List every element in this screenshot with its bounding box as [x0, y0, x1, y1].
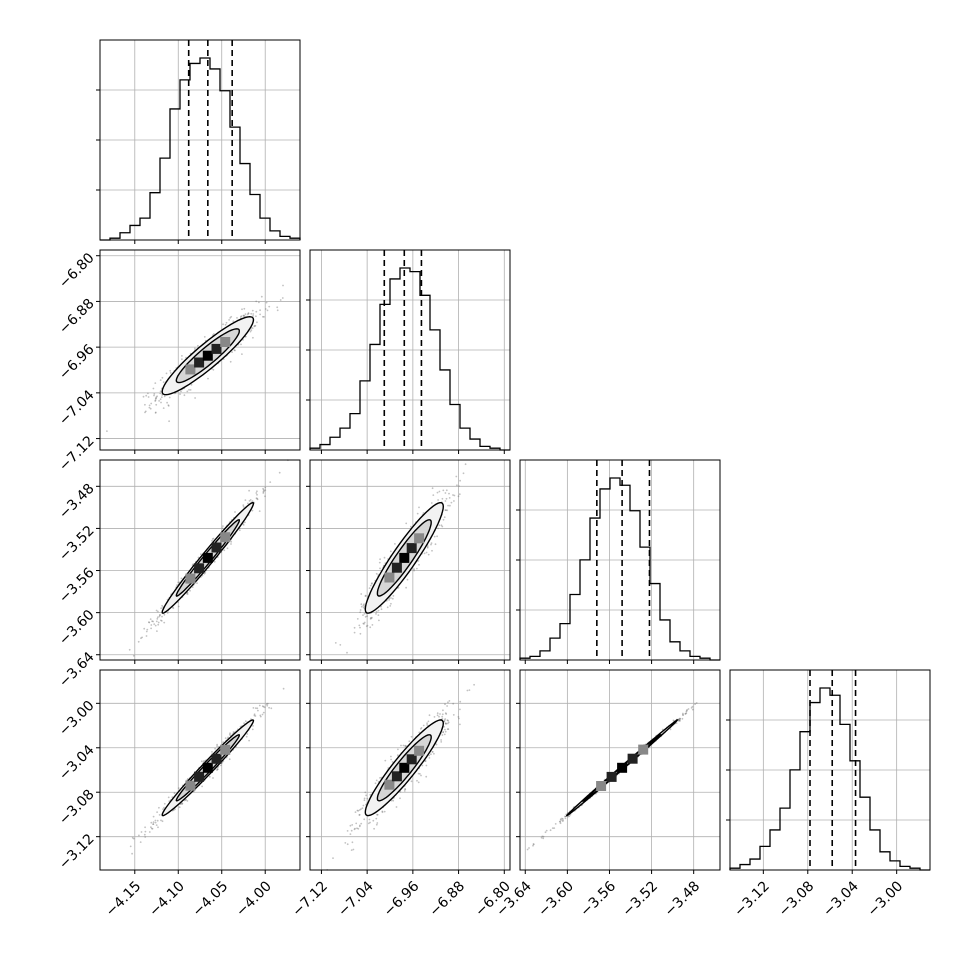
density-core — [185, 337, 231, 375]
x-tick-label: −3.08 — [776, 878, 818, 920]
x-tick-label: −3.60 — [535, 878, 577, 920]
panel-3-3: −3.12 −3.08 −3.04 −3.00 — [726, 669, 931, 920]
axes-frame — [99, 249, 301, 451]
x-tick-label: −3.48 — [662, 878, 704, 920]
density-core — [384, 533, 425, 583]
panel-2-0: −3.64−3.60−3.56−3.52−3.48 — [56, 459, 301, 691]
density-core — [596, 744, 649, 791]
panel-1-1 — [306, 249, 511, 454]
panel-2-2 — [516, 459, 721, 664]
y-tick-label: −3.52 — [56, 523, 98, 565]
histogram-3 — [729, 687, 930, 871]
axes-frame — [309, 459, 511, 661]
x-tick-label: −4.00 — [233, 878, 275, 920]
panel-3-2: −3.64 −3.60 −3.56 −3.52 −3.48 — [493, 669, 721, 920]
histogram-0 — [100, 57, 301, 241]
x-tick-label: −4.15 — [103, 878, 145, 920]
y-tick-label: −3.04 — [56, 742, 98, 784]
x-tick-label: −4.05 — [190, 878, 232, 920]
axes-frame — [729, 669, 931, 871]
density-core — [185, 744, 231, 791]
panel-3-1: −7.12 −7.04 −6.96 −6.88 −6.80 — [289, 669, 514, 920]
axes-frame — [99, 669, 301, 871]
x-tick-label: −3.12 — [731, 878, 773, 920]
density-core — [185, 532, 231, 584]
axes-frame — [519, 669, 721, 871]
y-tick-label: −6.88 — [56, 296, 98, 338]
panel-1-0: −7.12−7.04−6.96−6.88−6.80 — [56, 249, 301, 475]
y-tick-label: −3.00 — [56, 698, 98, 740]
x-tick-label: −7.04 — [335, 878, 377, 920]
y-tick-label: −3.64 — [56, 649, 98, 691]
axes-frame — [309, 669, 511, 871]
y-tick-label: −3.48 — [56, 481, 98, 523]
x-tick-label: −3.56 — [577, 878, 619, 920]
axes-frame — [99, 39, 301, 241]
x-tick-label: −6.88 — [427, 878, 469, 920]
y-tick-label: −6.96 — [56, 341, 98, 383]
y-tick-label: −3.08 — [56, 787, 98, 829]
panel-2-1 — [306, 459, 511, 664]
y-tick-label: −7.04 — [56, 387, 98, 429]
histogram-1 — [309, 267, 510, 451]
y-tick-label: −7.12 — [56, 433, 98, 475]
axes-frame — [519, 459, 721, 661]
y-tick-label: −3.56 — [56, 565, 98, 607]
axes-frame — [309, 249, 511, 451]
y-tick-label: −6.80 — [56, 250, 98, 292]
x-tick-label: −4.10 — [146, 878, 188, 920]
x-tick-label: −3.00 — [865, 878, 907, 920]
panel-3-0: −4.15 −4.10 −4.05 −4.00 −3.12−3.08−3.04−3.00 — [56, 669, 301, 920]
axes-frame — [99, 459, 301, 661]
histogram-2 — [519, 477, 720, 661]
density-core — [384, 745, 425, 790]
x-tick-label: −3.04 — [820, 878, 862, 920]
x-tick-label: −6.96 — [381, 878, 423, 920]
x-tick-label: −7.12 — [289, 878, 331, 920]
y-tick-label: −3.12 — [56, 831, 98, 873]
panel-0-0 — [96, 39, 301, 244]
x-tick-label: −3.52 — [620, 878, 662, 920]
y-tick-label: −3.60 — [56, 607, 98, 649]
